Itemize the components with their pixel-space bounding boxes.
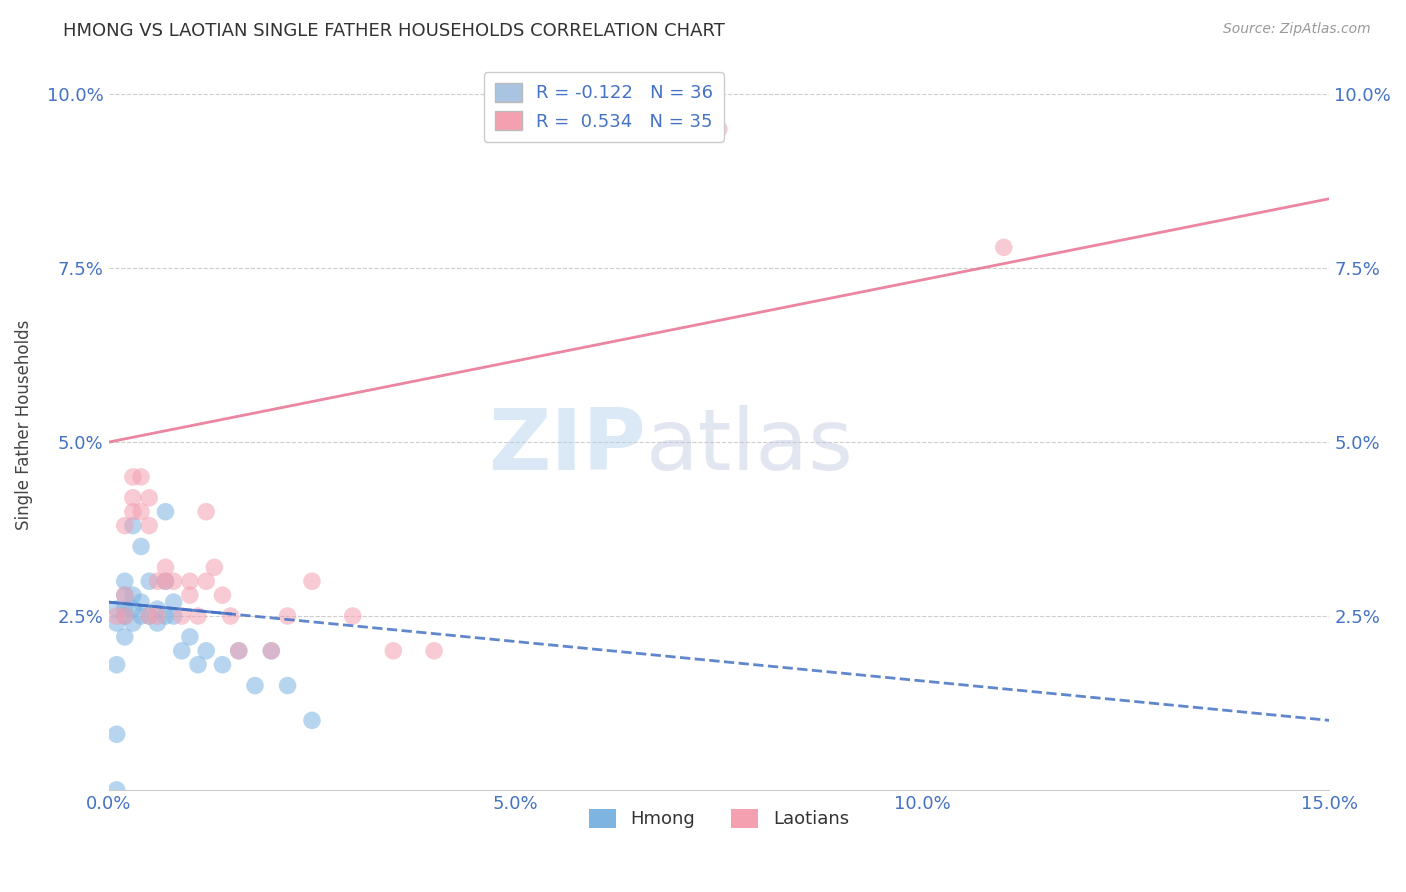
Hmong xyxy=(105,615,128,630)
Hmong xyxy=(105,783,128,797)
Laotians xyxy=(219,609,242,624)
Laotians xyxy=(228,644,250,658)
Hmong xyxy=(277,679,299,693)
Y-axis label: Single Father Households: Single Father Households xyxy=(15,319,32,530)
Hmong xyxy=(211,657,233,672)
Laotians xyxy=(195,505,218,519)
Laotians xyxy=(187,609,209,624)
Hmong xyxy=(129,609,152,624)
Hmong xyxy=(162,609,184,624)
Hmong xyxy=(195,644,218,658)
Laotians xyxy=(155,574,177,589)
Laotians xyxy=(301,574,323,589)
Laotians xyxy=(195,574,218,589)
Laotians xyxy=(155,560,177,574)
Text: HMONG VS LAOTIAN SINGLE FATHER HOUSEHOLDS CORRELATION CHART: HMONG VS LAOTIAN SINGLE FATHER HOUSEHOLD… xyxy=(63,22,725,40)
Legend: Hmong, Laotians: Hmong, Laotians xyxy=(582,802,856,836)
Laotians xyxy=(122,491,145,505)
Laotians xyxy=(277,609,299,624)
Hmong xyxy=(155,574,177,589)
Laotians xyxy=(342,609,364,624)
Hmong xyxy=(260,644,283,658)
Hmong xyxy=(179,630,201,644)
Hmong xyxy=(170,644,193,658)
Laotians xyxy=(105,609,128,624)
Laotians xyxy=(211,588,233,602)
Text: Source: ZipAtlas.com: Source: ZipAtlas.com xyxy=(1223,22,1371,37)
Laotians xyxy=(179,574,201,589)
Hmong xyxy=(138,574,160,589)
Hmong xyxy=(114,602,136,616)
Laotians xyxy=(707,122,730,136)
Hmong xyxy=(122,588,145,602)
Laotians xyxy=(260,644,283,658)
Laotians xyxy=(993,240,1015,254)
Laotians xyxy=(138,491,160,505)
Laotians xyxy=(122,505,145,519)
Laotians xyxy=(162,574,184,589)
Laotians xyxy=(138,518,160,533)
Hmong xyxy=(129,540,152,554)
Hmong xyxy=(122,602,145,616)
Hmong xyxy=(155,505,177,519)
Hmong xyxy=(228,644,250,658)
Hmong xyxy=(105,602,128,616)
Hmong xyxy=(105,657,128,672)
Hmong xyxy=(301,714,323,728)
Text: atlas: atlas xyxy=(645,405,853,488)
Laotians xyxy=(202,560,225,574)
Hmong xyxy=(155,609,177,624)
Hmong xyxy=(187,657,209,672)
Hmong xyxy=(122,615,145,630)
Hmong xyxy=(146,602,169,616)
Hmong xyxy=(114,609,136,624)
Hmong xyxy=(105,727,128,741)
Laotians xyxy=(382,644,405,658)
Hmong xyxy=(114,574,136,589)
Laotians xyxy=(129,505,152,519)
Laotians xyxy=(114,588,136,602)
Hmong xyxy=(114,588,136,602)
Laotians xyxy=(146,609,169,624)
Hmong xyxy=(114,630,136,644)
Laotians xyxy=(146,574,169,589)
Hmong xyxy=(146,615,169,630)
Laotians xyxy=(423,644,446,658)
Laotians xyxy=(179,588,201,602)
Laotians xyxy=(122,470,145,484)
Hmong xyxy=(138,609,160,624)
Laotians xyxy=(114,609,136,624)
Text: ZIP: ZIP xyxy=(488,405,645,488)
Laotians xyxy=(129,470,152,484)
Hmong xyxy=(162,595,184,609)
Laotians xyxy=(114,518,136,533)
Hmong xyxy=(243,679,266,693)
Laotians xyxy=(170,609,193,624)
Hmong xyxy=(122,518,145,533)
Laotians xyxy=(138,609,160,624)
Hmong xyxy=(129,595,152,609)
